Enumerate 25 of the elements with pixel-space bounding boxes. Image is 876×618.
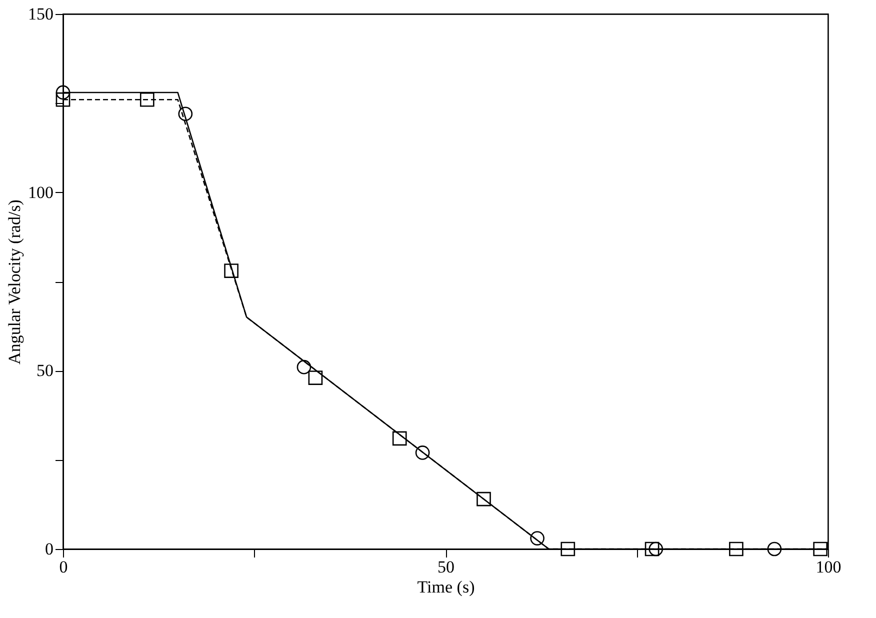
point bbox=[392, 431, 407, 446]
point bbox=[308, 370, 323, 385]
y-tick-label: 150 bbox=[28, 4, 54, 24]
x-tick-label: 0 bbox=[59, 558, 68, 576]
point bbox=[415, 446, 430, 460]
point bbox=[296, 360, 312, 374]
point bbox=[224, 264, 238, 278]
point bbox=[648, 542, 664, 556]
point bbox=[56, 85, 70, 100]
point bbox=[560, 542, 576, 556]
y-tick-label: 100 bbox=[28, 182, 54, 202]
point bbox=[644, 542, 660, 556]
point bbox=[140, 92, 154, 107]
point bbox=[476, 492, 491, 506]
point bbox=[56, 92, 70, 107]
y-tick-label: 50 bbox=[36, 361, 54, 380]
point bbox=[530, 531, 544, 546]
y-tick-label: 0 bbox=[45, 540, 54, 558]
point bbox=[729, 542, 744, 556]
x-tick-label: 50 bbox=[438, 558, 454, 576]
point bbox=[767, 542, 782, 556]
point bbox=[178, 106, 193, 122]
y-axis-title: Angular Velocity (rad/s) bbox=[5, 200, 24, 364]
x-tick-label: 100 bbox=[816, 558, 842, 576]
x-axis-title: Time (s) bbox=[417, 578, 475, 596]
